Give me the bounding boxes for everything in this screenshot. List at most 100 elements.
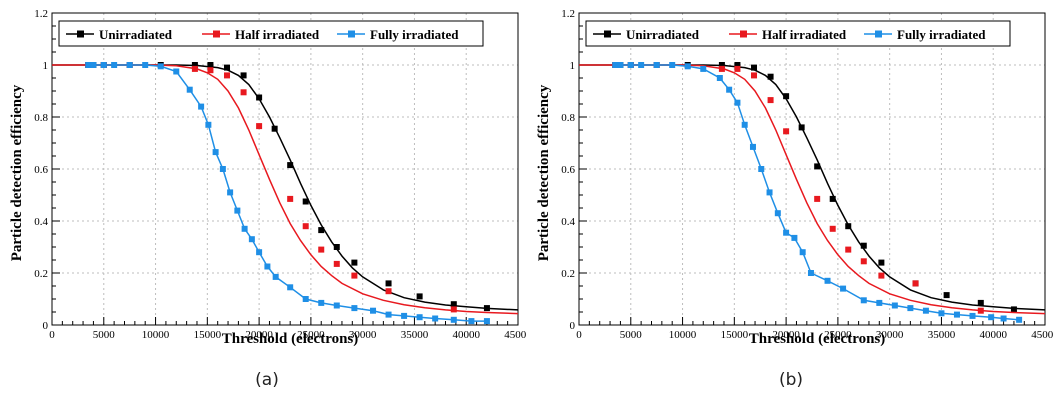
data-point bbox=[432, 316, 438, 322]
data-point bbox=[241, 89, 247, 95]
data-point bbox=[734, 66, 740, 72]
y-tick-label: 1 bbox=[570, 60, 576, 72]
x-tick-label: 40000 bbox=[452, 329, 480, 341]
data-point bbox=[234, 208, 240, 214]
y-tick-label: 0.4 bbox=[561, 216, 575, 228]
fit-curve bbox=[579, 65, 1045, 314]
data-point bbox=[892, 303, 898, 309]
data-point bbox=[768, 97, 774, 103]
panel-caption-b: (b) bbox=[761, 370, 821, 390]
data-point bbox=[876, 300, 882, 306]
legend-marker bbox=[875, 31, 882, 38]
legend-marker bbox=[348, 31, 355, 38]
data-point bbox=[628, 62, 634, 68]
data-point bbox=[451, 317, 457, 323]
data-point bbox=[484, 305, 490, 311]
data-point bbox=[127, 62, 133, 68]
axes: 0 5000 10000 15000 20000 25000 30000 35000 40000… bbox=[561, 8, 1053, 341]
series-fully-irradiated bbox=[612, 62, 1022, 323]
data-point bbox=[272, 126, 278, 132]
series-unirradiated bbox=[52, 62, 518, 311]
data-point bbox=[944, 292, 950, 298]
data-point bbox=[318, 247, 324, 253]
data-point bbox=[814, 163, 820, 169]
data-point bbox=[287, 284, 293, 290]
y-tick-label: 0.2 bbox=[561, 268, 575, 280]
chart-b: 0 5000 10000 15000 20000 25000 30000 35000 40000… bbox=[527, 0, 1053, 370]
x-tick-label: 15000 bbox=[721, 329, 749, 341]
data-point bbox=[861, 243, 867, 249]
data-point bbox=[386, 288, 392, 294]
data-point bbox=[726, 87, 732, 93]
data-point bbox=[158, 63, 164, 69]
legend: Unirradiated Half irradiated Fully irradia… bbox=[586, 21, 1010, 46]
data-point bbox=[173, 69, 179, 75]
data-point bbox=[249, 236, 255, 242]
x-tick-label: 45000 bbox=[504, 329, 526, 341]
legend-label: Fully irradiated bbox=[370, 27, 459, 42]
data-point bbox=[205, 122, 211, 128]
data-point bbox=[775, 210, 781, 216]
x-axis-title: Threshold (electrons) bbox=[222, 331, 359, 347]
legend-label: Unirradiated bbox=[99, 27, 173, 42]
data-point bbox=[101, 62, 107, 68]
x-tick-label: 0 bbox=[49, 329, 55, 341]
x-tick-label: 5000 bbox=[93, 329, 116, 341]
data-point bbox=[768, 74, 774, 80]
legend-marker bbox=[740, 31, 747, 38]
y-tick-label: 1.2 bbox=[34, 8, 48, 20]
data-point bbox=[878, 260, 884, 266]
x-tick-label: 5000 bbox=[620, 329, 643, 341]
data-point bbox=[750, 144, 756, 150]
data-point bbox=[913, 280, 919, 286]
data-point bbox=[187, 87, 193, 93]
data-point bbox=[751, 72, 757, 78]
fit-curve bbox=[52, 65, 518, 314]
data-point bbox=[830, 196, 836, 202]
data-point bbox=[318, 227, 324, 233]
axes: 0 5000 10000 15000 20000 25000 30000 35000 40000… bbox=[34, 8, 526, 341]
data-point bbox=[654, 62, 660, 68]
data-point bbox=[800, 249, 806, 255]
x-tick-label: 45000 bbox=[1031, 329, 1053, 341]
data-point bbox=[861, 297, 867, 303]
data-point bbox=[351, 305, 357, 311]
x-tick-label: 0 bbox=[576, 329, 582, 341]
data-point bbox=[783, 93, 789, 99]
y-tick-label: 0.2 bbox=[34, 268, 48, 280]
data-point bbox=[758, 166, 764, 172]
grid bbox=[579, 13, 1045, 325]
data-point bbox=[830, 226, 836, 232]
y-tick-label: 0.6 bbox=[561, 164, 575, 176]
data-point bbox=[717, 75, 723, 81]
data-point bbox=[224, 72, 230, 78]
data-point bbox=[273, 274, 279, 280]
series-half-irradiated bbox=[52, 62, 518, 314]
data-point bbox=[923, 308, 929, 314]
x-tick-label: 40000 bbox=[979, 329, 1007, 341]
x-tick-label: 35000 bbox=[928, 329, 956, 341]
data-point bbox=[111, 62, 117, 68]
legend-label: Unirradiated bbox=[626, 27, 700, 42]
data-point bbox=[287, 162, 293, 168]
series-fully-irradiated bbox=[85, 62, 490, 324]
fit-curve bbox=[88, 65, 487, 321]
data-point bbox=[742, 122, 748, 128]
data-point bbox=[783, 128, 789, 134]
data-point bbox=[988, 314, 994, 320]
legend-label: Half irradiated bbox=[762, 27, 847, 42]
data-point bbox=[825, 278, 831, 284]
data-point bbox=[617, 62, 623, 68]
data-point bbox=[845, 223, 851, 229]
data-point bbox=[417, 314, 423, 320]
data-point bbox=[386, 280, 392, 286]
data-point bbox=[227, 189, 233, 195]
data-point bbox=[751, 65, 757, 71]
data-point bbox=[224, 65, 230, 71]
data-point bbox=[840, 286, 846, 292]
data-point bbox=[256, 95, 262, 101]
data-point bbox=[220, 166, 226, 172]
data-point bbox=[386, 312, 392, 318]
y-tick-label: 0.6 bbox=[34, 164, 48, 176]
data-point bbox=[303, 296, 309, 302]
